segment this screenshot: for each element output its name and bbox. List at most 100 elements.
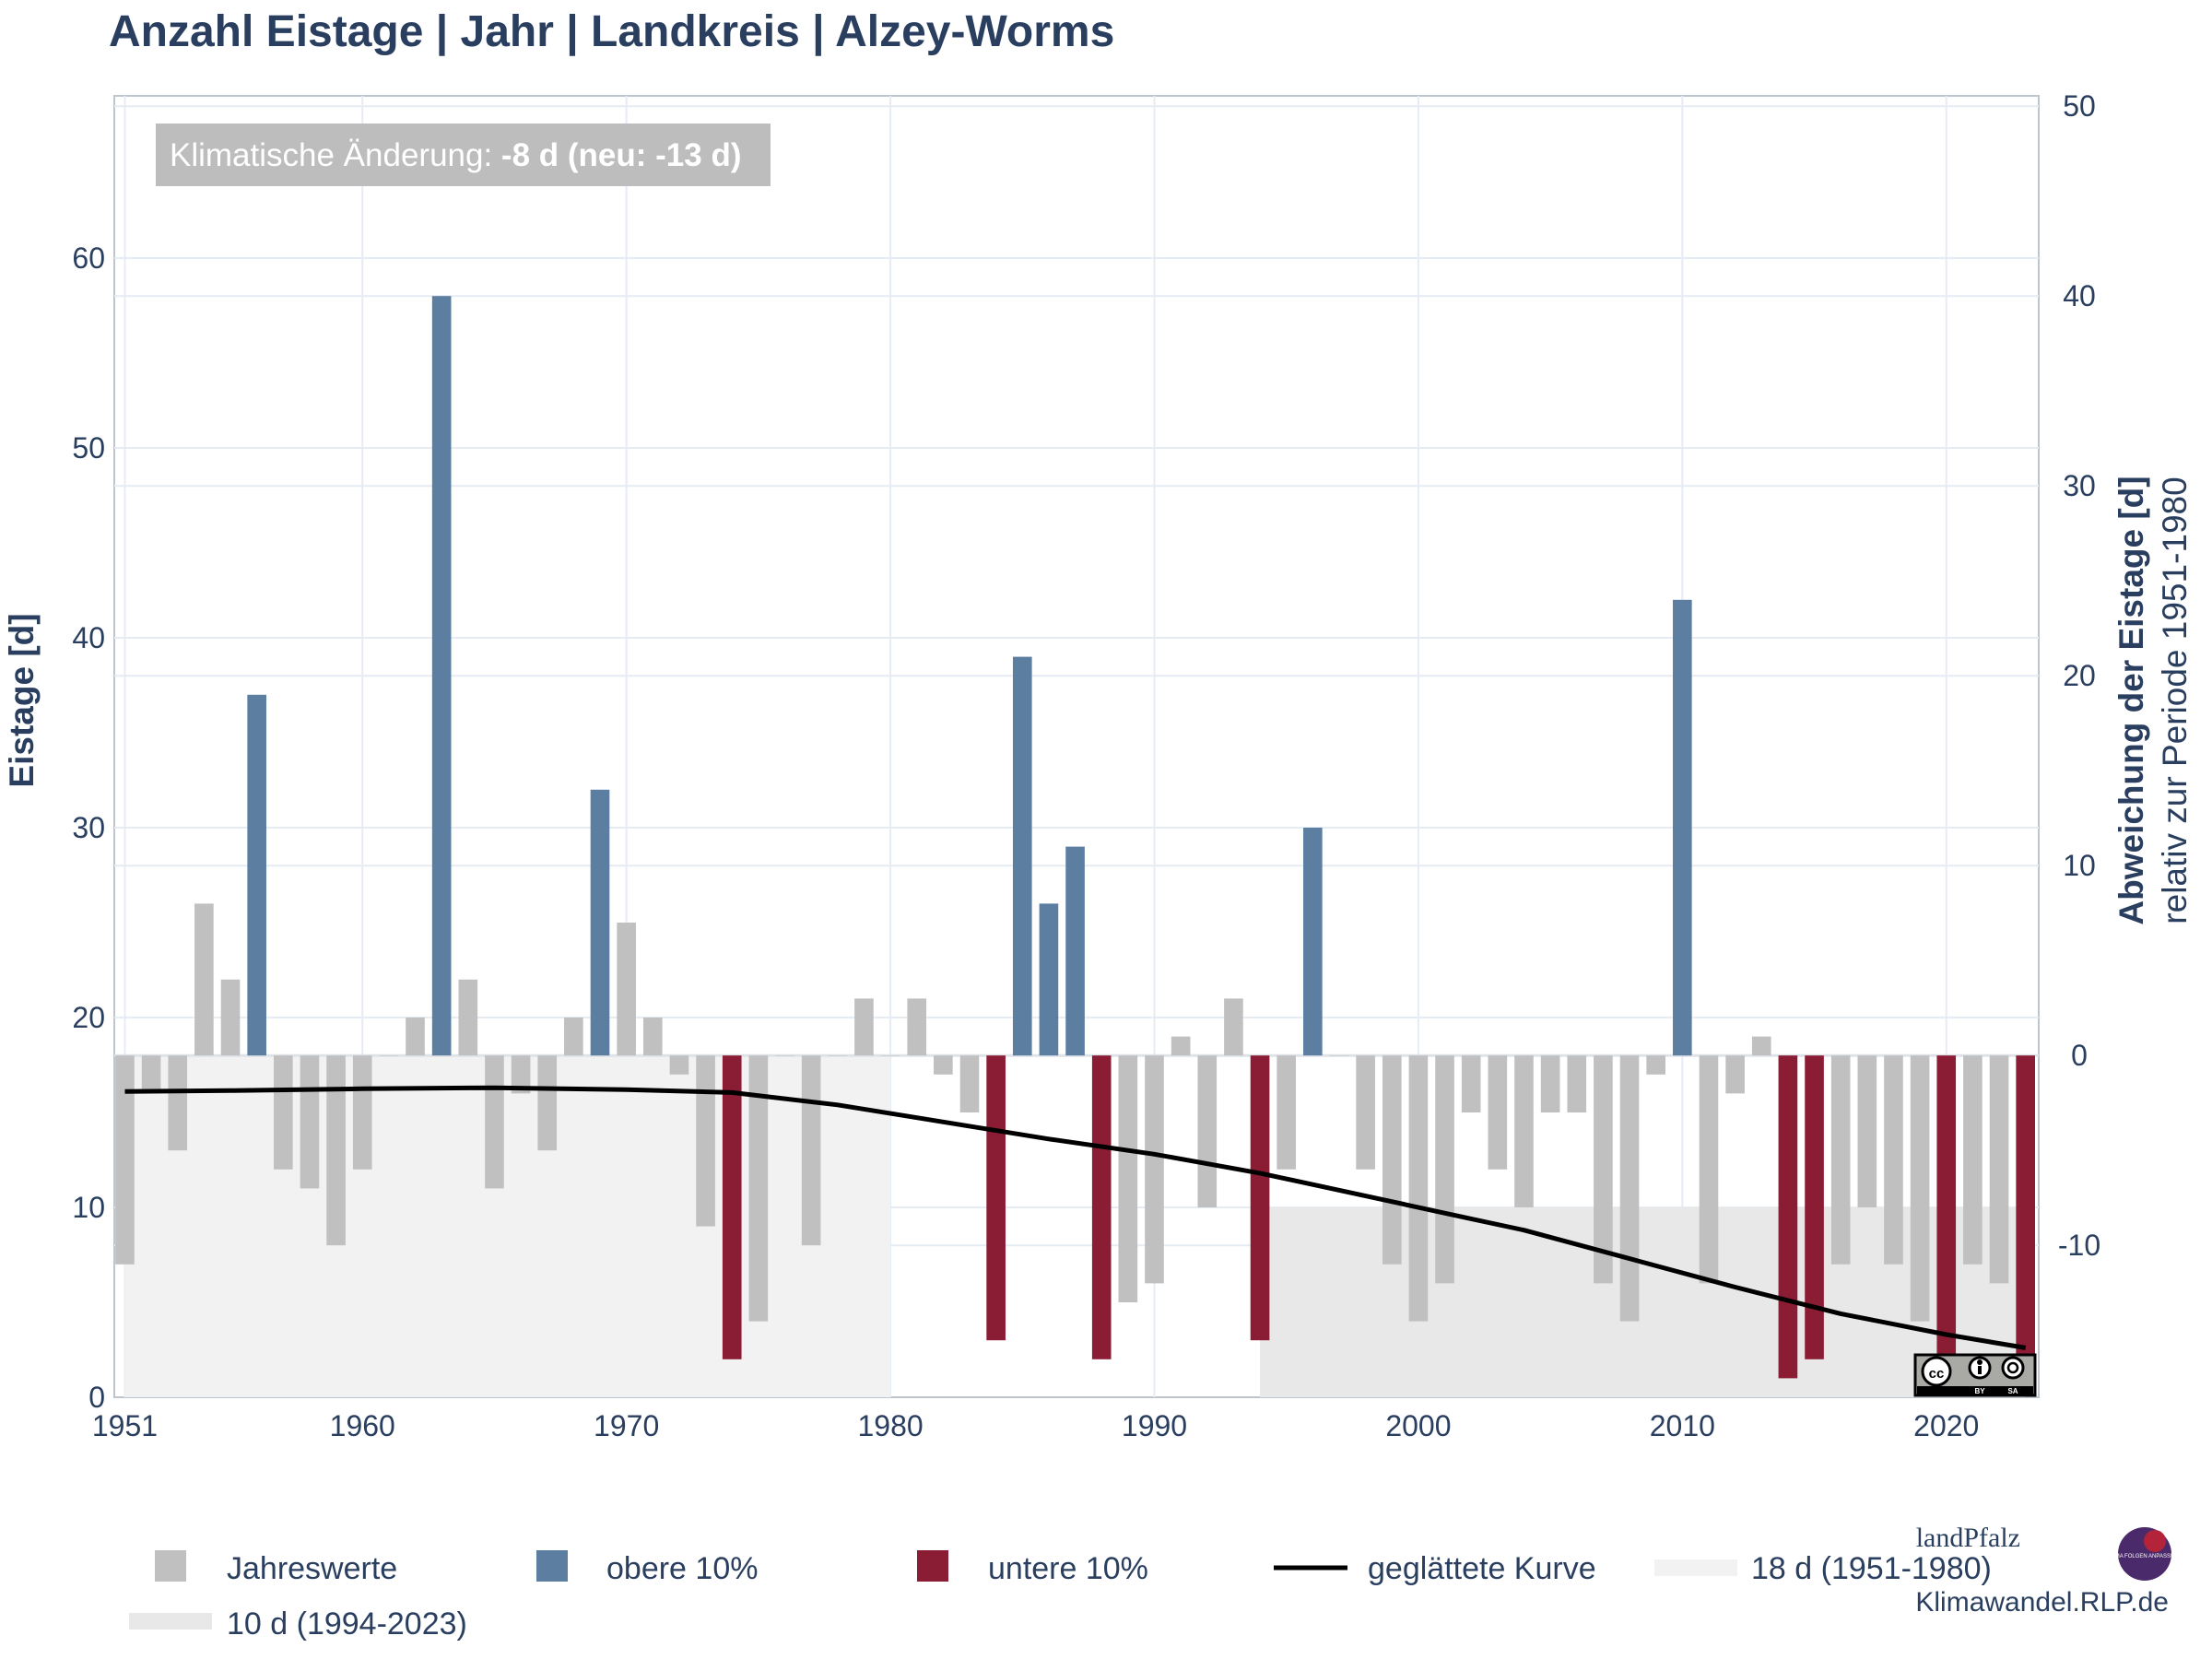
- bar-2008: [1619, 1055, 1640, 1322]
- bar-2018: [1884, 1055, 1903, 1265]
- legend-swatch-band_new: [129, 1613, 212, 1630]
- bar-2004: [1514, 1055, 1534, 1207]
- bar-1960: [352, 1055, 372, 1170]
- bar-1971: [642, 1018, 663, 1056]
- bar-1963: [431, 296, 452, 1056]
- bar-1965: [485, 1055, 504, 1189]
- y-left-tick-label: 10: [72, 1191, 105, 1224]
- legend-label[interactable]: Jahreswerte: [227, 1551, 397, 1586]
- legend-label[interactable]: obere 10%: [606, 1551, 758, 1586]
- y-right-tick-label: 40: [2063, 279, 2096, 312]
- bar-1976: [775, 1055, 794, 1056]
- bar-1991: [1171, 1036, 1191, 1056]
- bar-1953: [168, 1055, 188, 1151]
- y-axis-right-subtitle: relativ zur Periode 1951-1980: [2156, 477, 2194, 924]
- legend-swatch-upper: [536, 1550, 568, 1582]
- bar-1980: [880, 1055, 900, 1056]
- sa-icon-arrow: [2006, 1361, 2019, 1374]
- legend-label[interactable]: 10 d (1994-2023): [227, 1606, 467, 1641]
- by-label: BY: [1974, 1387, 1985, 1395]
- legend-label[interactable]: 18 d (1951-1980): [1751, 1551, 1992, 1586]
- bar-2000: [1408, 1055, 1429, 1322]
- bar-1995: [1277, 1055, 1297, 1170]
- bar-2005: [1540, 1055, 1560, 1112]
- bar-1993: [1224, 998, 1243, 1056]
- climate-change-annotation: Klimatische Änderung: -8 d (neu: -13 d): [156, 124, 771, 186]
- annotation-box: [156, 124, 771, 186]
- bar-1987: [1065, 846, 1085, 1056]
- y-left-tick-label: 40: [72, 621, 105, 654]
- y-left-tick-label: 50: [72, 431, 105, 465]
- bar-2006: [1567, 1055, 1587, 1112]
- bar-1982: [934, 1055, 953, 1075]
- cc-icon-label: cc: [1929, 1366, 1945, 1382]
- legend-swatch-lower: [917, 1550, 948, 1582]
- bar-2016: [1830, 1055, 1851, 1265]
- bar-1967: [537, 1055, 558, 1151]
- y-axis-right-ticks: -10 0 10 20 30 40 50: [2058, 89, 2100, 1262]
- y-right-tick-label: 30: [2063, 469, 2096, 502]
- bar-1983: [959, 1055, 980, 1112]
- bar-1969: [590, 789, 610, 1056]
- x-tick-label: 1960: [330, 1409, 395, 1442]
- x-tick-label: 2010: [1650, 1409, 1715, 1442]
- y-right-tick-label: 20: [2063, 659, 2096, 692]
- legend-label[interactable]: untere 10%: [988, 1551, 1148, 1586]
- x-tick-label: 1980: [857, 1409, 923, 1442]
- cc-icon: [1921, 1356, 1952, 1387]
- bar-1961: [379, 1055, 399, 1056]
- bar-2001: [1435, 1055, 1454, 1284]
- bar-1954: [194, 903, 214, 1056]
- bar-1985: [1012, 656, 1032, 1056]
- bar-1951: [115, 1055, 135, 1265]
- bar-1966: [511, 1055, 531, 1094]
- smoothed-curve: [124, 1085, 2027, 1350]
- bar-2015: [1805, 1055, 1824, 1359]
- x-tick-label: 2000: [1385, 1409, 1451, 1442]
- bar-2023: [2016, 1055, 2035, 1359]
- y-right-tick-label: 0: [2071, 1039, 2088, 1072]
- bar-1998: [1356, 1055, 1375, 1170]
- chart-title: Anzahl Eistage | Jahr | Landkreis | Alze…: [109, 7, 1114, 56]
- bar-1974: [722, 1055, 742, 1359]
- bar-1981: [907, 998, 927, 1056]
- bar-1996: [1303, 828, 1323, 1056]
- bar-1990: [1145, 1055, 1164, 1284]
- bar-1979: [854, 998, 874, 1056]
- bar-2014: [1778, 1055, 1798, 1379]
- y-right-tick-label: 10: [2063, 849, 2096, 882]
- by-icon-body: [1978, 1366, 1982, 1374]
- annotation-value: -8 d (neu: -13 d): [501, 137, 742, 173]
- bar-2011: [1699, 1055, 1719, 1284]
- x-tick-label: 1990: [1122, 1409, 1187, 1442]
- klimawandel-badge-text: KLIMA FOLGEN ANPASSUNG: [2107, 1554, 2183, 1559]
- bar-2007: [1594, 1055, 1613, 1284]
- x-axis-ticks: 1951 1960 1970 1980 1990 2000 2010 2020: [92, 1409, 1979, 1442]
- bar-1952: [141, 1055, 161, 1094]
- bar-1968: [564, 1018, 583, 1056]
- smoothed-curve-layer: [124, 1085, 2027, 1350]
- bar-1964: [458, 979, 478, 1056]
- y-right-tick-label: 50: [2063, 89, 2096, 123]
- legend-swatch-normal: [155, 1550, 186, 1582]
- y-right-tick-label: -10: [2058, 1229, 2100, 1262]
- bar-2012: [1725, 1055, 1745, 1094]
- legend-label[interactable]: geglättete Kurve: [1368, 1551, 1596, 1586]
- bar-series: [115, 296, 2035, 1379]
- publisher-logos[interactable]: landPfalz KLIMA FOLGEN ANPASSUNG: [1916, 1523, 2183, 1581]
- y-axis-right-title: Abweichung der Eistage [d]: [2112, 476, 2150, 924]
- sa-icon: [2001, 1356, 2025, 1380]
- annotation-label: Klimatische Änderung:: [170, 137, 501, 173]
- bar-2022: [1989, 1055, 2009, 1284]
- bar-2017: [1857, 1055, 1877, 1207]
- legend-swatch-band_ref: [1654, 1559, 1737, 1576]
- bar-2009: [1646, 1055, 1666, 1075]
- bar-2003: [1488, 1055, 1508, 1170]
- annotation-text: Klimatische Änderung: -8 d (neu: -13 d): [170, 137, 741, 173]
- bar-1962: [406, 1018, 425, 1056]
- source-link[interactable]: Klimawandel.RLP.de: [1915, 1587, 2169, 1618]
- license-badge-strip: [1917, 1386, 2033, 1394]
- y-axis-left-title: Eistage [d]: [3, 613, 41, 787]
- license-badge[interactable]: cc BY SA: [1913, 1353, 2037, 1397]
- sa-label: SA: [2007, 1387, 2018, 1395]
